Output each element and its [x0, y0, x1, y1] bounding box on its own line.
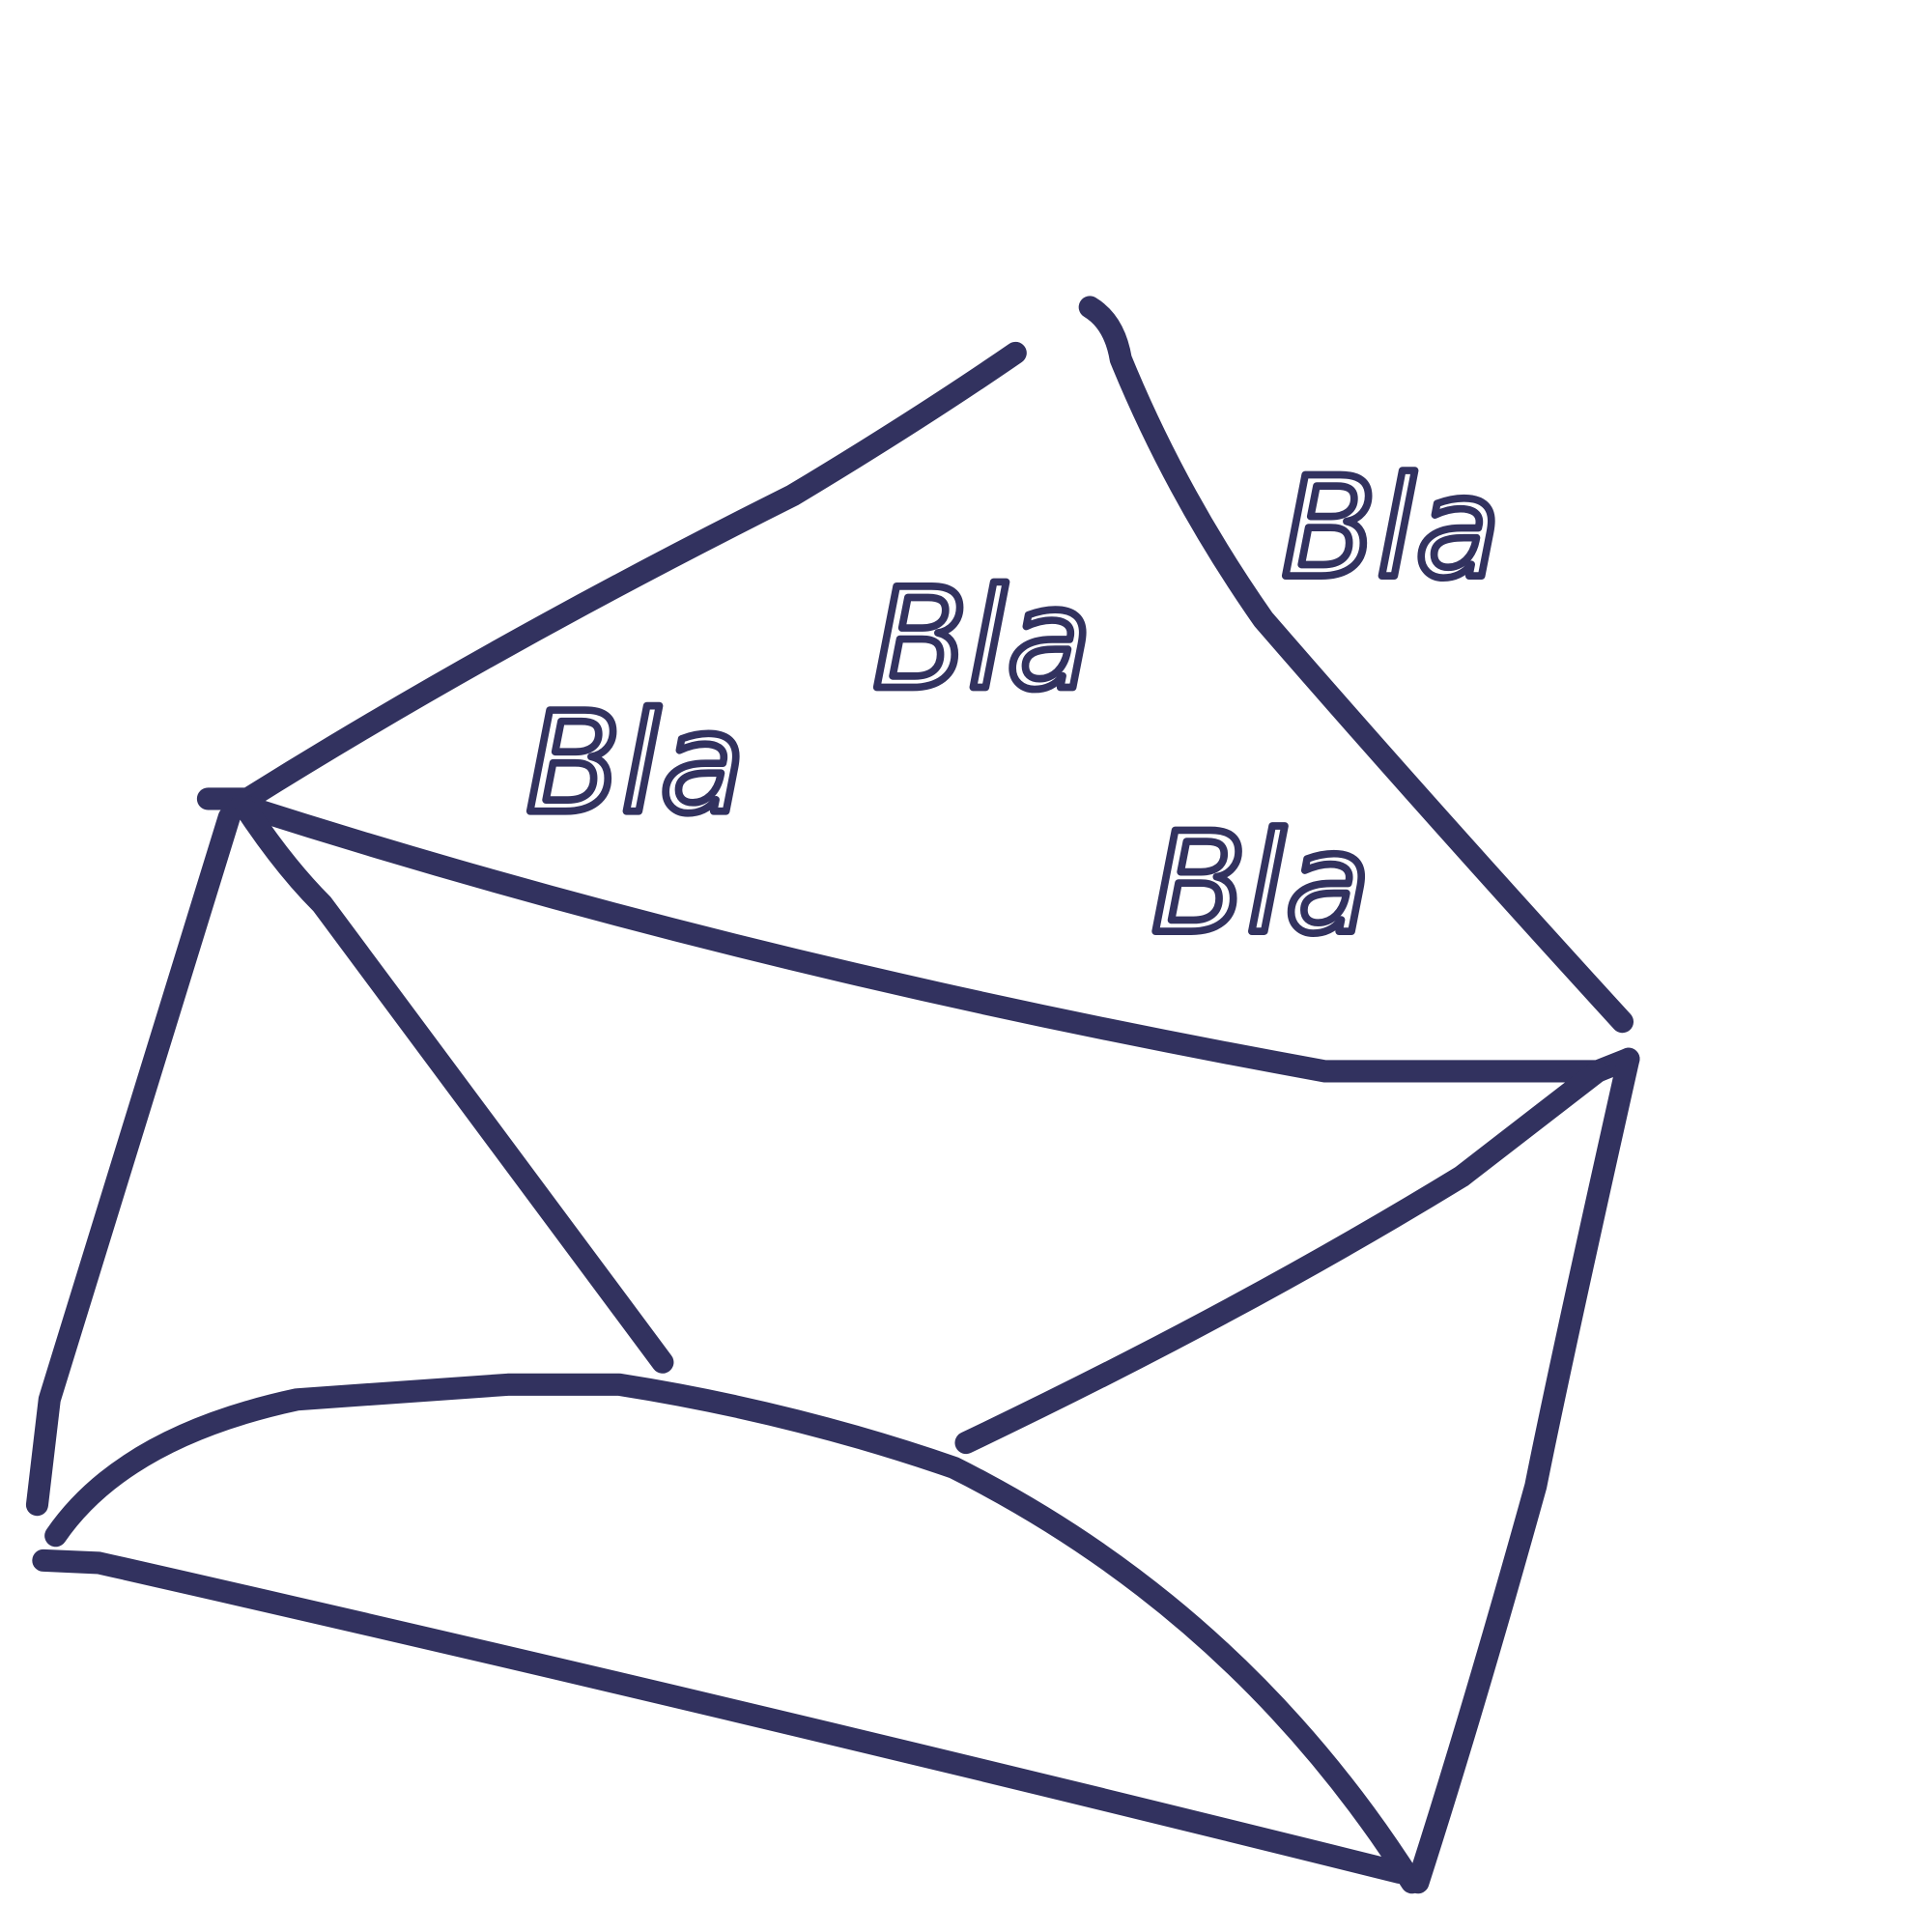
label: Bla: [1151, 803, 1370, 964]
edge: [954, 1060, 1609, 1455]
edge: [1406, 1047, 1640, 1894]
polyhedron: [25, 296, 1640, 1894]
edge: [44, 1373, 1424, 1894]
edge: [236, 800, 674, 1374]
edge: [230, 793, 1640, 1083]
edge: [1078, 296, 1634, 1034]
label: Bla: [873, 559, 1092, 721]
label: Bla: [1282, 447, 1500, 609]
edge: [196, 341, 1027, 810]
edge: [25, 806, 241, 1517]
label: Bla: [526, 683, 745, 844]
edge: [32, 1548, 1411, 1884]
